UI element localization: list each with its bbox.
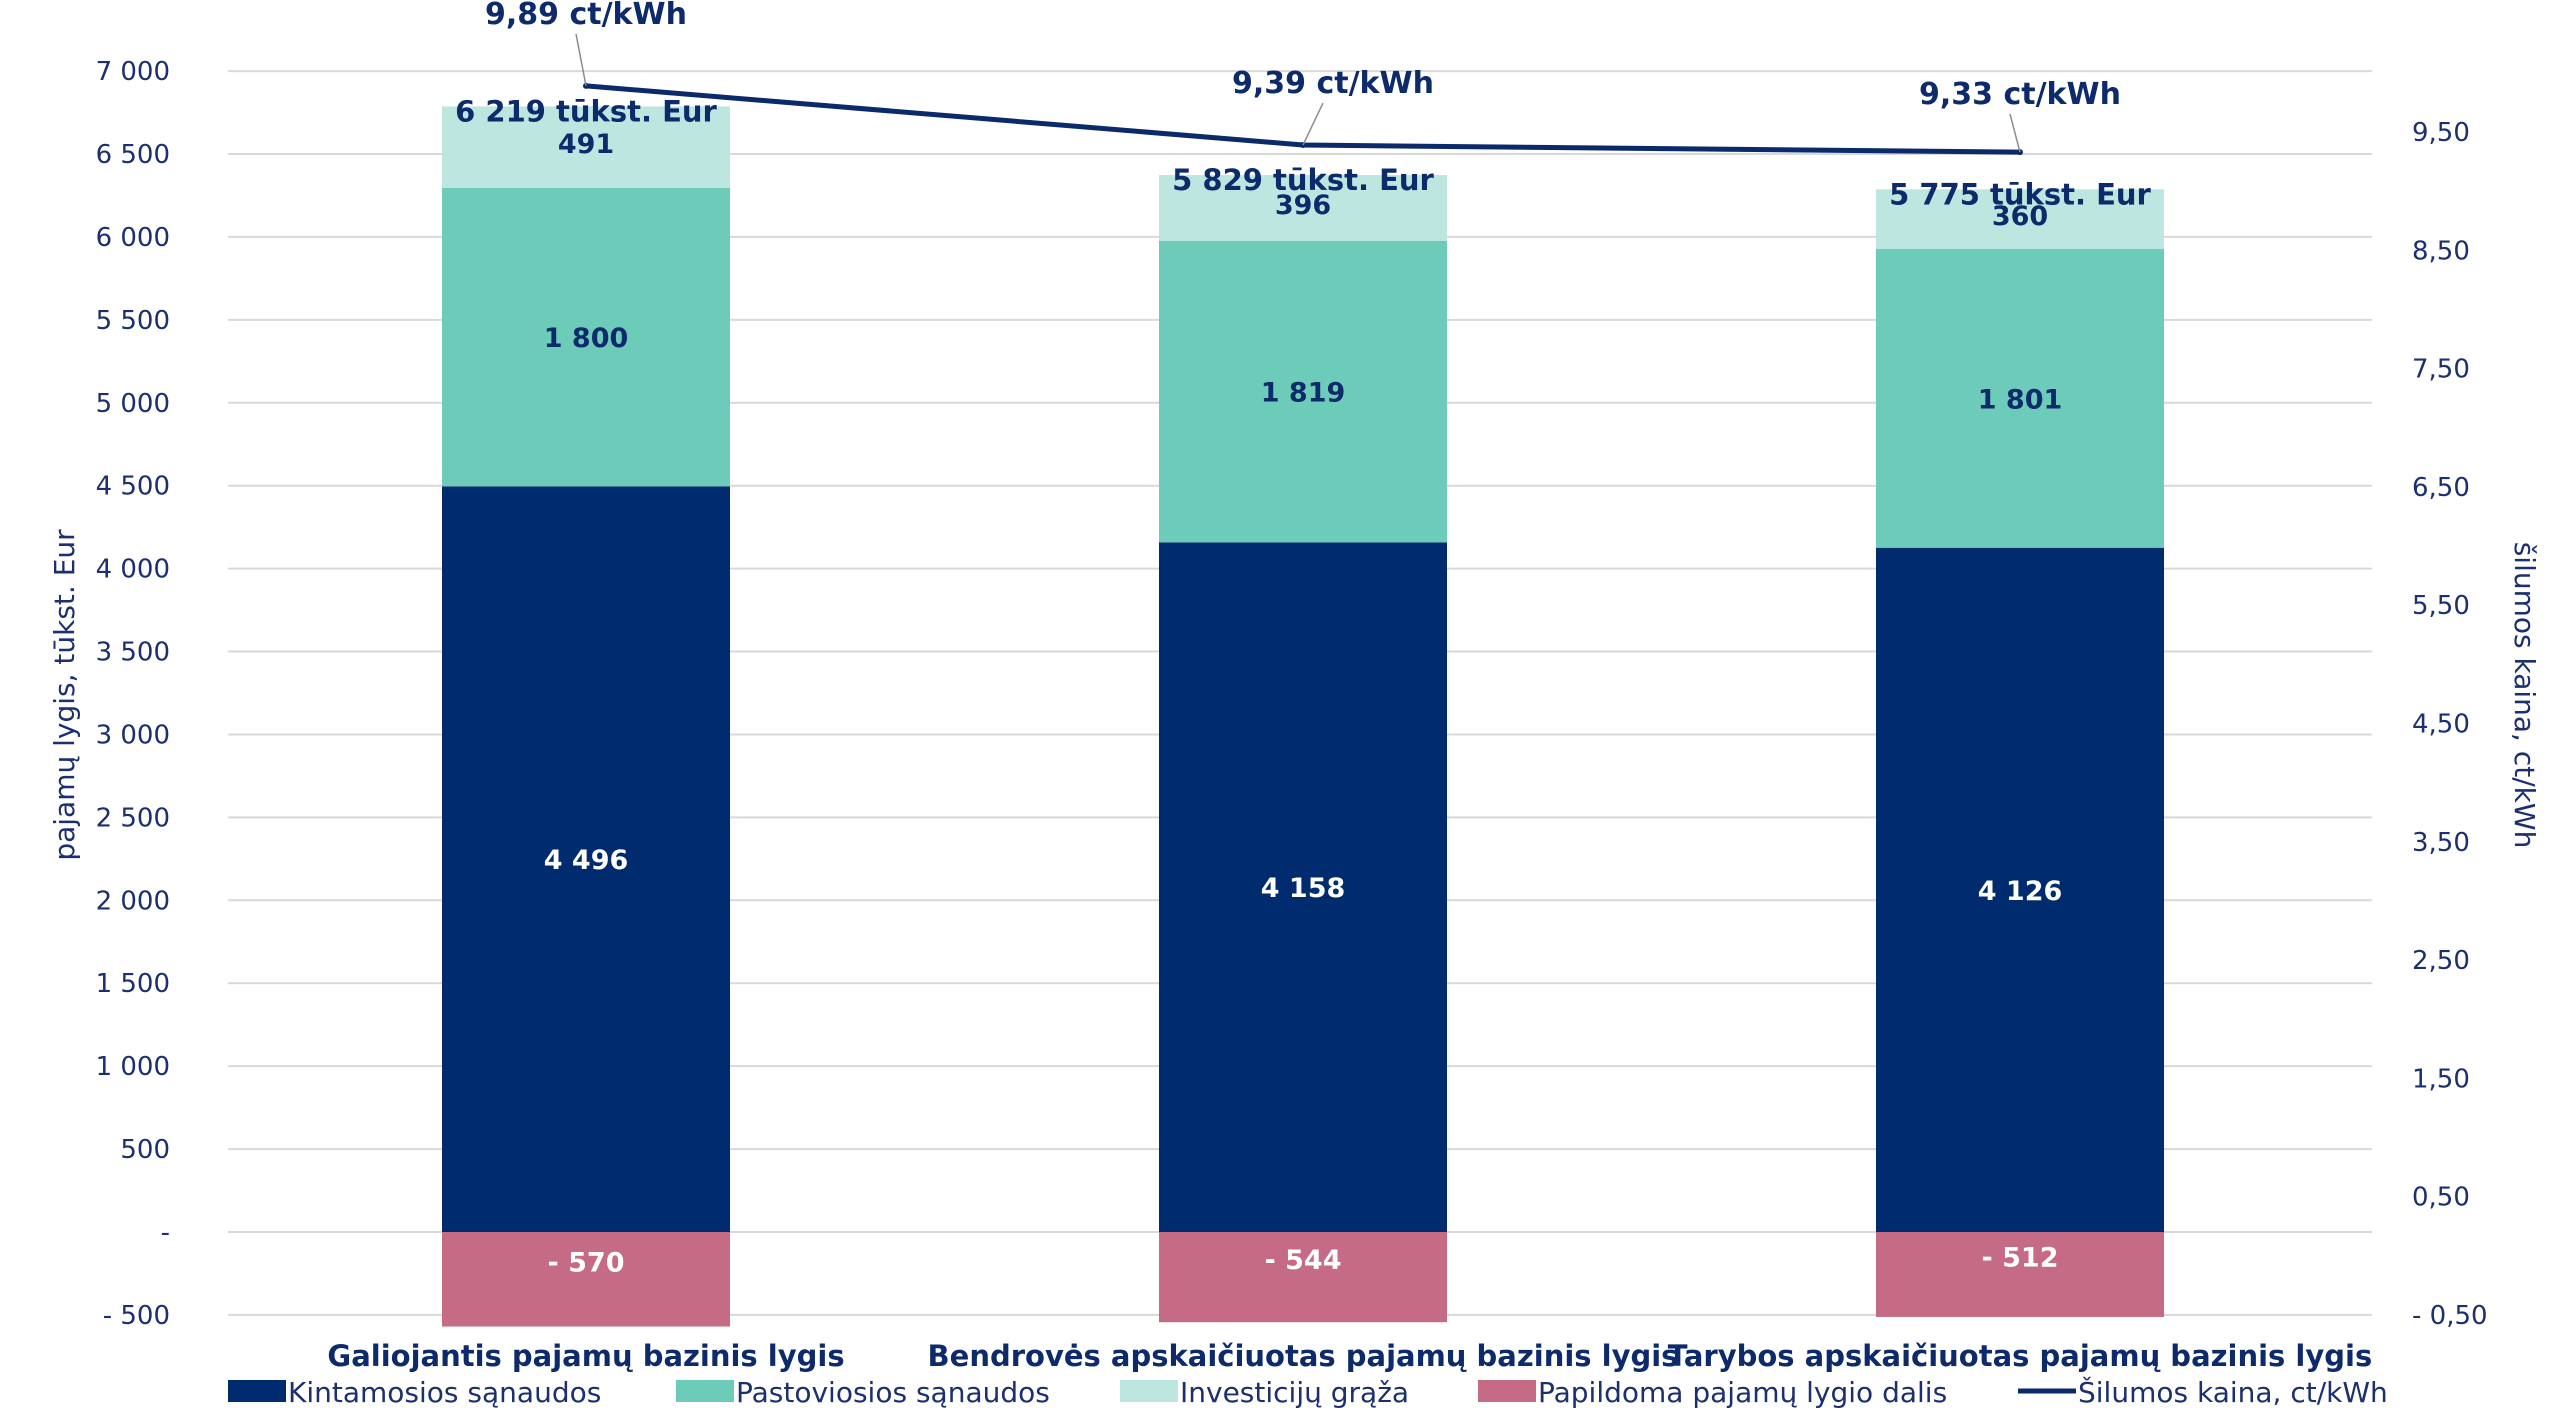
legend-swatch-kintamosios [228,1380,286,1402]
bar-investiciju [442,106,730,188]
price-leader-line [2009,113,2021,153]
bar-kintamosios [1159,542,1447,1232]
data-label-papildoma: - 544 [1265,1245,1342,1276]
total-label: 6 219 tūkst. Eur [455,94,717,128]
data-label-investiciju: 360 [1992,201,2048,232]
bar-pastoviosios [1159,240,1447,543]
bar-kintamosios [1876,547,2164,1232]
segment-labels: 4 496 1 800 491 - 570 4 158 1 819 396 - 544 4 12… [544,129,2063,1278]
y-tick-label: 1 500 [96,969,170,999]
category-label: Galiojantis pajamų bazinis lygis [327,1339,844,1373]
y-tick-label: 4 000 [96,555,170,585]
y2-axis-title: šilumos kaina, ct/kWh [2508,542,2541,849]
bar-pastoviosios [1876,249,2164,548]
y2-tick-label: 4,50 [2412,710,2470,740]
category-label: Tarybos apskaičiuotas pajamų bazinis lyg… [1668,1339,2372,1373]
y2-tick-label: 7,50 [2412,355,2470,385]
category-label: Bendrovės apskaičiuotas pajamų bazinis l… [928,1339,1679,1373]
bar-investiciju [1159,175,1447,241]
bar-investiciju [1876,189,2164,250]
total-label: 5 775 tūkst. Eur [1889,177,2151,211]
y2-tick-label: 1,50 [2412,1064,2470,1094]
y2-axis-ticks: - 0,50 0,50 1,50 2,50 3,50 4,50 5,50 6,50 7,50 8,… [2412,118,2488,1331]
y-tick-label: 2 000 [96,886,170,916]
y-tick-label: 2 500 [96,803,170,833]
price-leader-line [575,33,587,87]
price-label: 9,89 ct/kWh [485,0,687,32]
y-tick-label: 6 000 [96,223,170,253]
legend-label-papildoma: Papildoma pajamų lygio dalis [1538,1376,1947,1409]
data-label-investiciju: 491 [558,129,614,160]
y2-tick-label: 3,50 [2412,828,2470,858]
data-label-papildoma: - 512 [1982,1242,2059,1273]
y-tick-label: 7 000 [96,57,170,87]
price-leader-line [1302,102,1324,146]
data-label-pastoviosios: 1 800 [544,323,629,354]
y-tick-label: 1 000 [96,1052,170,1082]
total-label: 5 829 tūkst. Eur [1172,163,1434,197]
category-labels: Galiojantis pajamų bazinis lygis Bendrovė… [327,1339,2372,1373]
legend-label-line: Šilumos kaina, ct/kWh [2078,1375,2388,1409]
bars [442,106,2164,1327]
y-axis-ticks: - 500 - 500 1 000 1 500 2 000 2 500 3 000 3 500 4… [96,57,170,1331]
bar-papildoma [1876,1232,2164,1317]
data-label-kintamosios: 4 126 [1978,876,2063,907]
y2-tick-label: 6,50 [2412,473,2470,503]
bar-pastoviosios [442,187,730,487]
data-label-kintamosios: 4 158 [1261,873,1346,904]
bar-papildoma [442,1232,730,1327]
y-tick-label: - 500 [103,1301,170,1331]
data-label-investiciju: 396 [1275,190,1331,221]
price-label: 9,39 ct/kWh [1232,66,1434,101]
price-line: 9,89 ct/kWh 9,39 ct/kWh 9,33 ct/kWh [485,0,2121,156]
legend-label-kintamosios: Kintamosios sąnaudos [288,1376,601,1409]
y2-tick-label: 5,50 [2412,591,2470,621]
data-label-pastoviosios: 1 819 [1261,378,1346,409]
legend-label-pastoviosios: Pastoviosios sąnaudos [736,1376,1050,1409]
y2-tick-label: 2,50 [2412,946,2470,976]
y-tick-label: 3 500 [96,638,170,668]
y-tick-label: 4 500 [96,472,170,502]
price-label: 9,33 ct/kWh [1919,77,2121,112]
y-tick-label: 3 000 [96,720,170,750]
data-label-papildoma: - 570 [548,1247,625,1278]
legend-swatch-pastoviosios [676,1380,734,1402]
y-axis-title: pajamų lygis, tūkst. Eur [48,529,81,861]
y-tick-label: 5 500 [96,306,170,336]
legend-label-investiciju: Investicijų grąža [1180,1376,1409,1409]
legend-swatch-papildoma [1478,1380,1536,1402]
y2-tick-label: - 0,50 [2412,1301,2488,1331]
y-tick-label: 5 000 [96,389,170,419]
y2-tick-label: 0,50 [2412,1183,2470,1213]
legend-swatch-investiciju [1120,1380,1178,1402]
y-tick-label: 6 500 [96,140,170,170]
bar-papildoma [1159,1232,1447,1323]
data-label-kintamosios: 4 496 [544,845,629,876]
total-labels: 6 219 tūkst. Eur 5 829 tūkst. Eur 5 775 tū… [455,94,2151,211]
y2-tick-label: 9,50 [2412,118,2470,148]
legend: Kintamosios sąnaudos Pastoviosios sąnaudo… [228,1375,2388,1409]
y-tick-label: 500 [120,1135,170,1165]
bar-kintamosios [442,486,730,1232]
data-label-pastoviosios: 1 801 [1978,384,2063,415]
y2-tick-label: 8,50 [2412,236,2470,266]
y-tick-label: - [161,1218,170,1248]
